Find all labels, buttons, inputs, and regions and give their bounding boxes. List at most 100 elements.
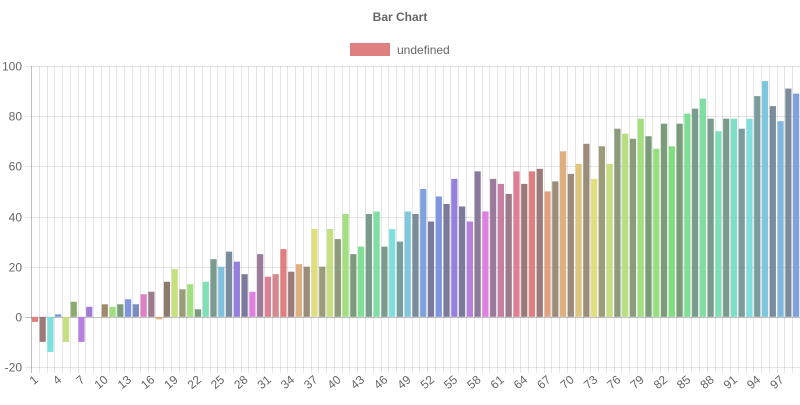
bar [71,302,77,317]
bar [638,119,644,317]
bar [622,134,628,317]
bar [350,254,356,317]
bar [179,289,185,317]
bar [172,269,178,317]
x-tick-label: 94 [744,372,763,392]
y-tick-label: 60 [9,160,23,174]
chart-title: Bar Chart [373,10,428,24]
bar [746,119,752,317]
bar [420,189,426,317]
x-tick-label: 43 [348,372,367,392]
bar [249,292,255,317]
legend-label[interactable]: undefined [397,43,450,57]
x-tick-label: 16 [138,372,157,392]
bar [304,267,310,317]
bar [296,264,302,317]
bar [288,272,294,317]
bar [265,277,271,317]
bar [40,317,46,342]
bar [653,149,659,317]
bar [777,121,783,317]
bar [443,204,449,317]
x-tick-label: 97 [767,372,786,392]
bar [739,129,745,317]
bar [117,304,123,317]
y-tick-label: 20 [9,261,23,275]
bar [513,171,519,316]
bar [102,304,108,317]
x-tick-label: 79 [627,372,646,392]
bar [591,179,597,317]
x-tick-label: 58 [464,372,483,392]
bar [78,317,84,342]
x-tick-label: 76 [604,372,623,392]
bar [319,267,325,317]
x-tick-label: 82 [651,372,670,392]
bar [358,247,364,317]
x-tick-label: 37 [301,372,320,392]
bar [552,181,558,316]
x-tick-label: 91 [721,372,740,392]
bar [405,211,411,316]
bar [521,184,527,317]
bar [327,229,333,317]
bar [234,262,240,317]
x-tick-label: 55 [441,372,460,392]
bar [428,222,434,317]
x-tick-label: 31 [255,372,274,392]
bar [226,252,232,317]
x-tick-label: 25 [208,372,227,392]
bar [723,119,729,317]
x-tick-label: 49 [394,372,413,392]
bar [436,196,442,316]
bars [32,81,799,352]
bar [537,169,543,317]
bar [482,211,488,316]
bar [607,164,613,317]
x-tick-label: 40 [324,372,343,392]
x-tick-label: 28 [231,372,250,392]
bar [692,109,698,317]
bar [451,179,457,317]
bar [459,206,465,316]
legend-swatch[interactable] [350,43,390,56]
x-tick-label: 85 [674,372,693,392]
bar [311,229,317,317]
y-tick-label: -20 [5,361,23,375]
y-tick-label: 100 [2,60,22,74]
x-tick-label: 73 [581,372,600,392]
x-tick-label: 64 [511,372,530,392]
bar [583,144,589,317]
bar [335,239,341,317]
bar [490,179,496,317]
bar [700,99,706,317]
bar [55,314,61,317]
bar [785,89,791,317]
x-tick-label: 88 [697,372,716,392]
x-tick-label: 13 [115,372,134,392]
y-tick-label: 80 [9,110,23,124]
bar [342,214,348,317]
y-tick-label: 0 [15,311,22,325]
bar [684,114,690,317]
bar [568,174,574,317]
bar [389,229,395,317]
bar [63,317,69,342]
bar [148,292,154,317]
bar [669,146,675,317]
x-tick-label: 52 [418,372,437,392]
x-tick-label: 10 [91,372,110,392]
bar [164,282,170,317]
bar [754,96,760,317]
bar [544,191,550,316]
bar [218,267,224,317]
bar [560,151,566,317]
legend[interactable]: undefined [350,43,450,57]
bar [599,146,605,317]
bar [614,129,620,317]
bar [645,136,651,317]
bar [731,119,737,317]
bar [273,274,279,317]
